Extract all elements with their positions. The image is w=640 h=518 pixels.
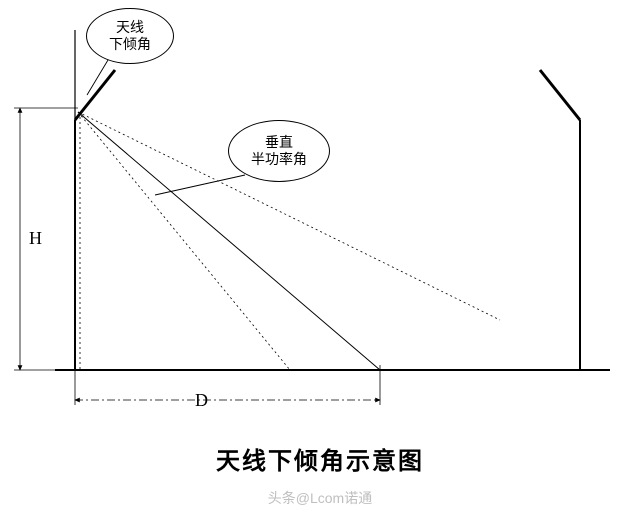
left-antenna xyxy=(75,70,115,120)
bubble-halfpower-text: 垂直 半功率角 xyxy=(251,134,307,168)
diagram-svg xyxy=(0,0,640,460)
callout-halfpower xyxy=(155,175,245,195)
bubble-downtilt-text: 天线 下倾角 xyxy=(109,19,151,53)
bubble-halfpower: 垂直 半功率角 xyxy=(228,120,330,182)
label-d-text: D xyxy=(195,390,208,410)
right-antenna xyxy=(540,70,580,120)
label-h-text: H xyxy=(29,228,42,248)
diagram-title: 天线下倾角示意图 xyxy=(0,441,640,476)
diagram-canvas: 天线 下倾角 垂直 半功率角 H D 天线下倾角示意图 头条@Lcom诺通 xyxy=(0,0,640,518)
bubble-downtilt: 天线 下倾角 xyxy=(86,8,174,64)
label-d: D xyxy=(195,390,208,411)
watermark-text: 头条@Lcom诺通 xyxy=(268,490,372,506)
watermark: 头条@Lcom诺通 xyxy=(0,488,640,508)
label-h: H xyxy=(29,228,42,249)
title-text: 天线下倾角示意图 xyxy=(216,448,424,475)
